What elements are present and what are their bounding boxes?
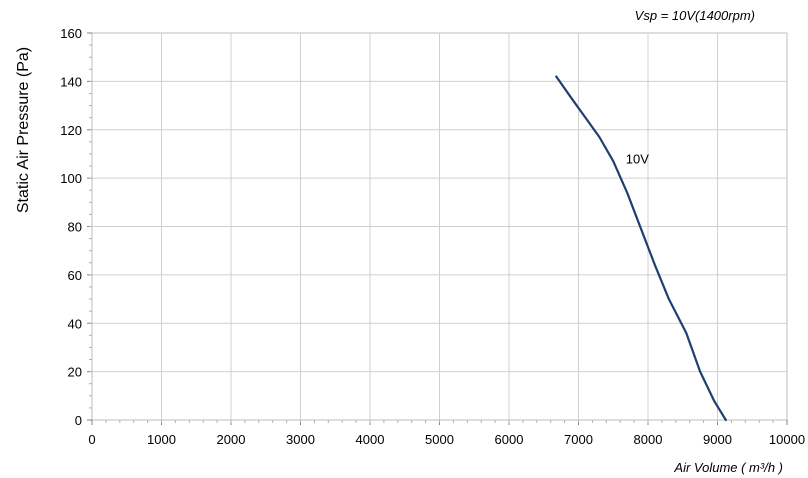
series-line-10v <box>555 75 727 422</box>
x-tick-label: 0 <box>88 432 95 447</box>
x-tick-label: 2000 <box>217 432 246 447</box>
y-tick-label: 0 <box>75 413 82 428</box>
y-tick-label: 100 <box>60 171 82 186</box>
series-layer <box>555 75 727 422</box>
axis-layer <box>87 32 788 425</box>
chart-title: Vsp = 10V(1400rpm) <box>635 8 755 23</box>
grid-layer <box>91 32 788 421</box>
x-tick-label: 8000 <box>634 432 663 447</box>
x-tick-label: 3000 <box>286 432 315 447</box>
y-tick-label: 160 <box>60 26 82 41</box>
y-tick-label: 120 <box>60 123 82 138</box>
x-tick-label: 4000 <box>356 432 385 447</box>
y-tick-label: 20 <box>68 365 82 380</box>
x-axis-title: Air Volume ( m³/h ) <box>673 460 783 475</box>
x-tick-label: 10000 <box>769 432 805 447</box>
y-tick-label: 80 <box>68 220 82 235</box>
x-tick-label: 6000 <box>495 432 524 447</box>
x-tick-label: 1000 <box>147 432 176 447</box>
label-layer: 0 1000 2000 3000 4000 5000 6000 7000 8000 9000 100… <box>60 26 805 447</box>
series-label-10v: 10V <box>626 152 649 167</box>
y-axis-title: Static Air Pressure (Pa) <box>15 47 32 213</box>
x-tick-label: 5000 <box>425 432 454 447</box>
x-tick-label: 9000 <box>703 432 732 447</box>
x-tick-label: 7000 <box>564 432 593 447</box>
y-tick-label: 140 <box>60 74 82 89</box>
y-tick-label: 40 <box>68 316 82 331</box>
y-tick-label: 60 <box>68 268 82 283</box>
